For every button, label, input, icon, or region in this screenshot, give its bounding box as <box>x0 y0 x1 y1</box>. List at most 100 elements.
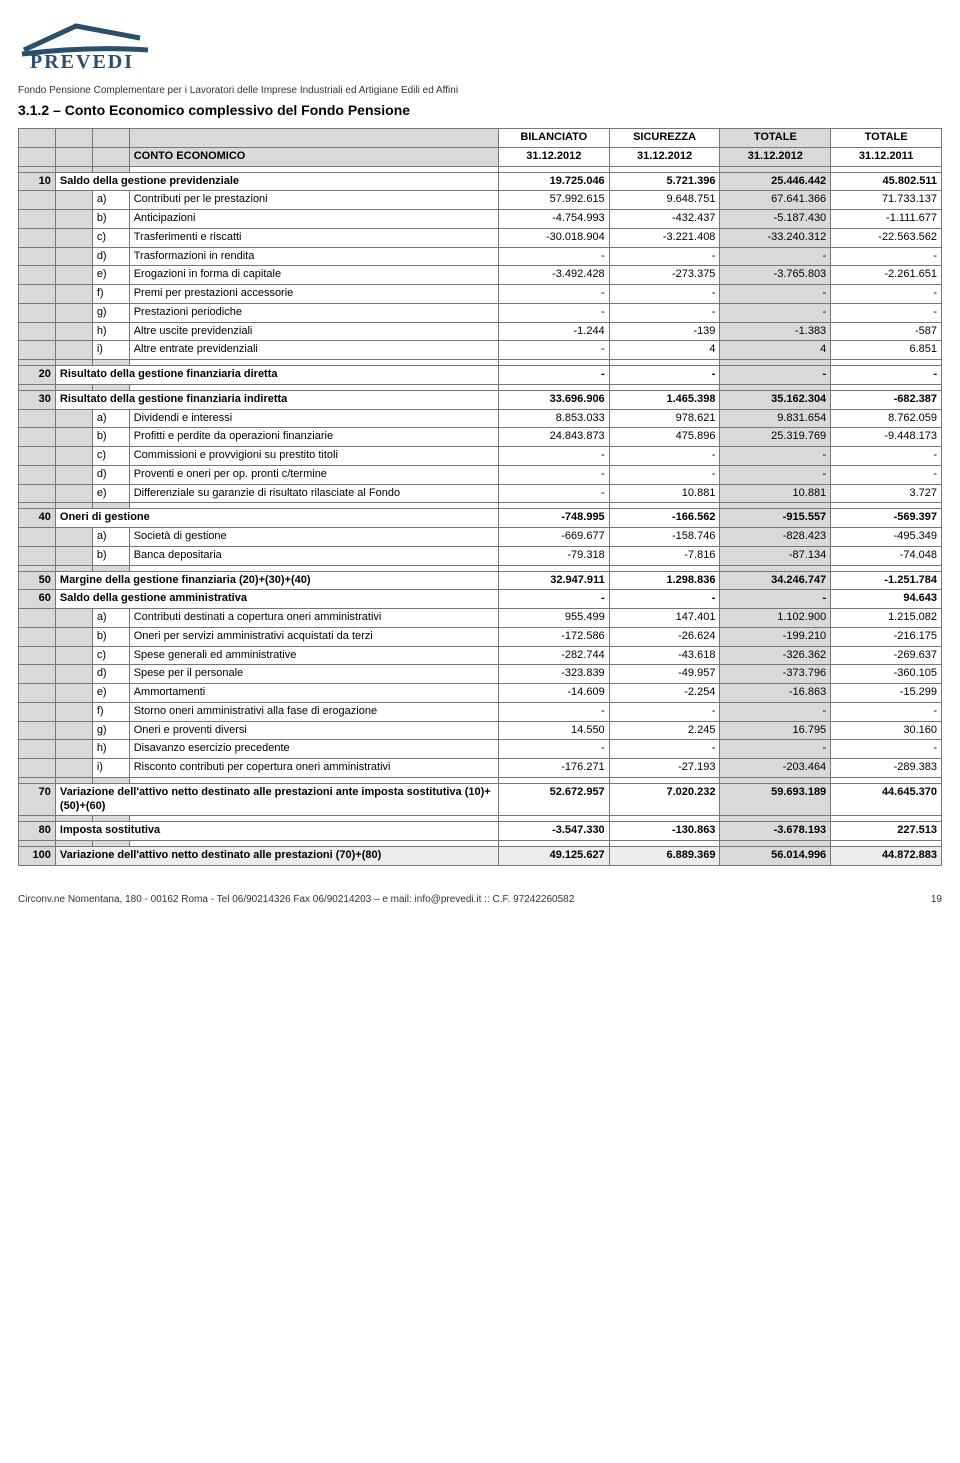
table-row: b)Anticipazioni-4.754.993-432.437-5.187.… <box>19 210 942 229</box>
row-code <box>19 247 56 266</box>
conto-economico-table: BILANCIATO SICUREZZA TOTALE TOTALE CONTO… <box>18 128 942 866</box>
row-letter <box>55 684 92 703</box>
row-value-1: 32.947.911 <box>498 571 609 590</box>
row-value-1: - <box>498 484 609 503</box>
row-value-2: - <box>609 247 720 266</box>
row-value-4: -1.111.677 <box>831 210 942 229</box>
row-desc: Oneri e proventi diversi <box>129 721 498 740</box>
row-value-3: -203.464 <box>720 759 831 778</box>
row-value-3: - <box>720 285 831 304</box>
table-row: 40Oneri di gestione-748.995-166.562-915.… <box>19 509 942 528</box>
row-letter <box>55 210 92 229</box>
table-row: a)Società di gestione-669.677-158.746-82… <box>19 528 942 547</box>
row-value-3: 67.641.366 <box>720 191 831 210</box>
row-letter-val: g) <box>92 721 129 740</box>
row-letter <box>55 740 92 759</box>
row-value-3: - <box>720 366 831 385</box>
row-value-3: 10.881 <box>720 484 831 503</box>
row-value-4: -682.387 <box>831 390 942 409</box>
row-code <box>19 528 56 547</box>
row-value-3: -828.423 <box>720 528 831 547</box>
table-row: a)Dividendi e interessi8.853.033978.6219… <box>19 409 942 428</box>
table-row: f)Storno oneri amministrativi alla fase … <box>19 702 942 721</box>
row-value-4: 3.727 <box>831 484 942 503</box>
row-letter <box>55 627 92 646</box>
row-value-4: - <box>831 740 942 759</box>
row-letter-val: b) <box>92 210 129 229</box>
row-value-2: -166.562 <box>609 509 720 528</box>
row-value-2: 147.401 <box>609 609 720 628</box>
row-value-2: 9.648.751 <box>609 191 720 210</box>
row-letter <box>55 609 92 628</box>
row-value-4: -2.261.651 <box>831 266 942 285</box>
row-desc: Variazione dell'attivo netto destinato a… <box>55 847 498 866</box>
row-letter-val: e) <box>92 484 129 503</box>
row-value-3: 59.693.189 <box>720 783 831 816</box>
row-value-1: 33.696.906 <box>498 390 609 409</box>
row-value-3: -3.765.803 <box>720 266 831 285</box>
row-value-3: 25.446.442 <box>720 172 831 191</box>
row-code: 20 <box>19 366 56 385</box>
row-value-4: 8.762.059 <box>831 409 942 428</box>
row-letter-val: e) <box>92 266 129 285</box>
row-code <box>19 191 56 210</box>
row-letter <box>55 528 92 547</box>
row-letter-val: a) <box>92 609 129 628</box>
row-value-2: 1.465.398 <box>609 390 720 409</box>
row-value-4: - <box>831 702 942 721</box>
row-value-1: 955.499 <box>498 609 609 628</box>
row-value-1: -323.839 <box>498 665 609 684</box>
row-value-2: 5.721.396 <box>609 172 720 191</box>
row-desc: Ammortamenti <box>129 684 498 703</box>
row-value-2: 978.621 <box>609 409 720 428</box>
row-value-1: - <box>498 366 609 385</box>
col1-header-top: BILANCIATO <box>498 129 609 148</box>
row-value-2: 6.889.369 <box>609 847 720 866</box>
row-value-4: - <box>831 303 942 322</box>
row-value-2: 4 <box>609 341 720 360</box>
row-value-3: - <box>720 702 831 721</box>
row-letter <box>55 646 92 665</box>
row-value-2: -158.746 <box>609 528 720 547</box>
row-value-3: 1.102.900 <box>720 609 831 628</box>
row-value-4: -22.563.562 <box>831 228 942 247</box>
row-letter <box>55 465 92 484</box>
row-desc: Premi per prestazioni accessorie <box>129 285 498 304</box>
row-value-1: - <box>498 702 609 721</box>
row-desc: Risconto contributi per copertura oneri … <box>129 759 498 778</box>
row-letter-val: h) <box>92 740 129 759</box>
table-row: a)Contributi per le prestazioni57.992.61… <box>19 191 942 210</box>
row-code: 80 <box>19 822 56 841</box>
row-desc: Spese generali ed amministrative <box>129 646 498 665</box>
row-value-3: -326.362 <box>720 646 831 665</box>
row-value-2: -49.957 <box>609 665 720 684</box>
row-value-4: - <box>831 465 942 484</box>
row-value-1: 57.992.615 <box>498 191 609 210</box>
row-value-4: 45.802.511 <box>831 172 942 191</box>
row-value-2: 10.881 <box>609 484 720 503</box>
row-desc: Trasferimenti e riscatti <box>129 228 498 247</box>
row-value-3: - <box>720 303 831 322</box>
row-code <box>19 702 56 721</box>
row-letter <box>55 409 92 428</box>
row-value-4: - <box>831 366 942 385</box>
row-letter-val: b) <box>92 627 129 646</box>
row-desc: Saldo della gestione amministrativa <box>55 590 498 609</box>
row-value-1: -282.744 <box>498 646 609 665</box>
row-letter <box>55 303 92 322</box>
table-row: d)Spese per il personale-323.839-49.957-… <box>19 665 942 684</box>
row-desc: Imposta sostitutiva <box>55 822 498 841</box>
row-code <box>19 409 56 428</box>
table-row: b)Oneri per servizi amministrativi acqui… <box>19 627 942 646</box>
row-desc: Società di gestione <box>129 528 498 547</box>
row-value-1: 52.672.957 <box>498 783 609 816</box>
row-desc: Prestazioni periodiche <box>129 303 498 322</box>
table-header-row-1: BILANCIATO SICUREZZA TOTALE TOTALE <box>19 129 942 148</box>
row-letter <box>55 285 92 304</box>
row-value-1: -4.754.993 <box>498 210 609 229</box>
row-letter <box>55 546 92 565</box>
row-letter <box>55 266 92 285</box>
row-desc: Anticipazioni <box>129 210 498 229</box>
col2-header-top: SICUREZZA <box>609 129 720 148</box>
row-letter <box>55 322 92 341</box>
